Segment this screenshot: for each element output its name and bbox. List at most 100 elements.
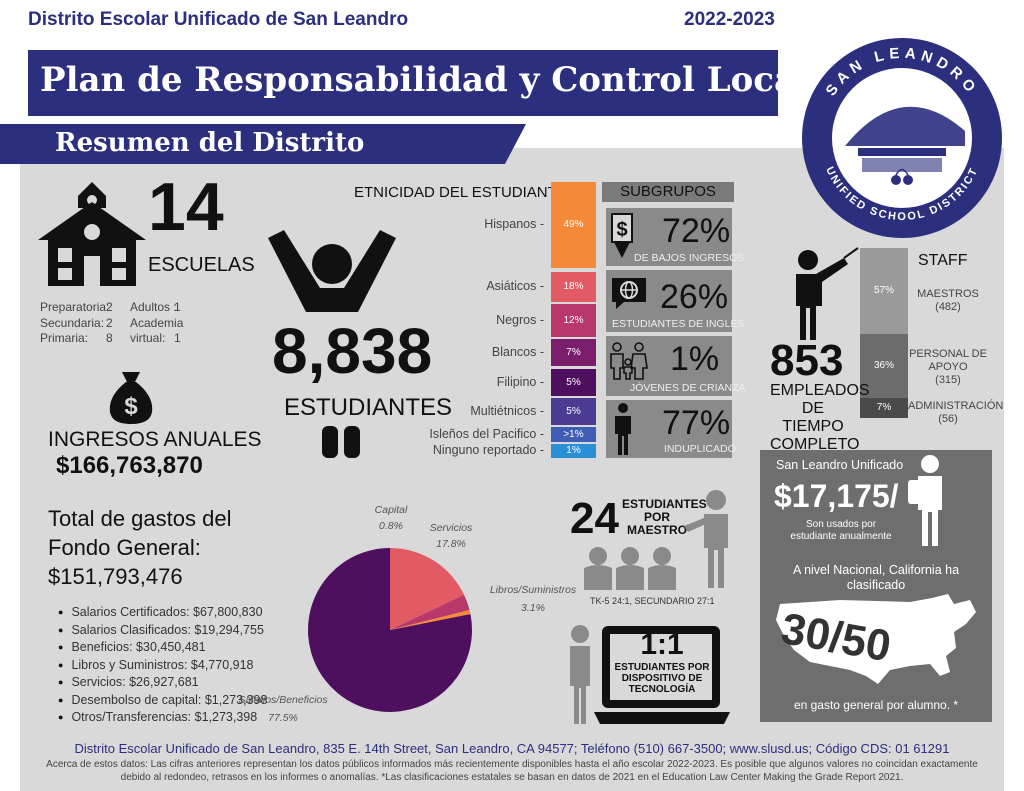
subgroup-label: ESTUDIANTES DE INGLÉS xyxy=(612,318,745,330)
ratio-number: 24 xyxy=(570,494,619,543)
pie-category: Servicios xyxy=(429,522,473,534)
list-item: Beneficios: $30,450,481 xyxy=(58,640,267,658)
revenue-label: INGRESOS ANUALES xyxy=(48,428,262,451)
school-row-count: 1 xyxy=(174,331,181,345)
staff-count: 853 xyxy=(770,336,844,385)
ethnicity-label: Ninguno reportado - xyxy=(432,443,544,457)
svg-text:$: $ xyxy=(616,219,627,241)
svg-text:$: $ xyxy=(124,393,138,420)
classroom-icon xyxy=(584,490,728,590)
subgroup-pct: 1% xyxy=(670,340,720,378)
list-item: Libros y Suministros: $4,770,918 xyxy=(58,658,267,676)
pie-label-services: Servicios 17.8% xyxy=(424,522,478,550)
staff-group-name: PERSONAL DE APOYO xyxy=(909,348,987,373)
staff-bar: 36% xyxy=(860,334,908,398)
ethnicity-bar: >1% xyxy=(551,427,596,442)
subgroup-pct: 77% xyxy=(662,404,731,442)
device-ratio: 1:1 xyxy=(640,628,684,661)
expenditures-title-line: Total de gastos del xyxy=(48,506,232,531)
pie-value: 17.8% xyxy=(436,538,466,550)
ethnicity-label: Isleños del Pacifico - xyxy=(429,426,544,441)
title-bar xyxy=(28,50,778,116)
school-row-count: 2 xyxy=(106,300,113,314)
ratio-note: TK-5 24:1, SECUNDARIO 27:1 xyxy=(590,596,715,606)
spending-value: $17,175/ xyxy=(774,478,899,514)
teacher-pointing-icon xyxy=(796,247,859,340)
pie-value: 77.5% xyxy=(268,712,298,724)
ratio-label: ESTUDIANTES POR MAESTRO xyxy=(622,497,707,537)
school-row-name: Academia xyxy=(130,316,184,330)
ethnicity-bar: 49% xyxy=(551,182,596,268)
money-bag-icon: $ xyxy=(109,372,153,424)
staff-bar: 57% xyxy=(860,248,908,334)
staff-group-name: MAESTROS xyxy=(917,288,979,300)
footer-disclaimer: Acerca de estos datos: Las cifras anteri… xyxy=(46,759,978,783)
ethnicity-bar: 18% xyxy=(551,272,596,302)
expenditures-title-line: Fondo General: xyxy=(48,535,201,560)
staff-label: PERSONAL DE APOYO (315) xyxy=(908,348,988,387)
list-item: Salarios Certificados: $67,800,830 xyxy=(58,605,267,623)
ethnicity-label: Multiétnicos - xyxy=(470,403,544,418)
section-title: Resumen del Distrito xyxy=(55,128,365,158)
school-row-count: 8 xyxy=(106,331,113,345)
subgroup-pct: 72% xyxy=(662,212,731,250)
footer-contact: Distrito Escolar Unificado de San Leandr… xyxy=(74,741,950,756)
schools-count: 14 xyxy=(148,169,224,245)
subgroup-label: JÓVENES DE CRIANZA xyxy=(630,382,746,394)
pie-value: 0.8% xyxy=(379,520,403,532)
school-row-name: virtual: xyxy=(130,331,166,345)
ethnicity-label: Filipino - xyxy=(496,374,544,389)
spending-title: San Leandro Unificado xyxy=(776,458,904,472)
subgroup-label: INDUPLICADO xyxy=(664,443,736,455)
staff-group-count: (315) xyxy=(935,374,961,386)
subgroup-foster-youth xyxy=(606,336,732,396)
laptop-student-icon xyxy=(570,625,730,724)
expenditures-total: $151,793,476 xyxy=(48,564,183,589)
ethnicity-label: Blancos - xyxy=(491,344,544,359)
ranking-desc: en gasto general por alumno. * xyxy=(793,698,959,712)
ethnicity-label: Hispanos - xyxy=(484,217,544,231)
ethnicity-bar: 7% xyxy=(551,339,596,366)
revenue-value: $166,763,870 xyxy=(56,452,203,479)
student-cheering-icon xyxy=(268,230,396,458)
subgroup-pct: 26% xyxy=(660,278,729,316)
low-income-icon: $ xyxy=(611,213,633,258)
school-year: 2022-2023 xyxy=(684,9,775,30)
students-label: ESTUDIANTES xyxy=(284,394,453,421)
school-row-name: Adultos : xyxy=(130,300,177,314)
pie-category: Capital xyxy=(374,504,408,516)
ethnicity-bar: 12% xyxy=(551,304,596,337)
list-item: Desembolso de capital: $1,273,398 xyxy=(58,693,267,711)
staff-label: MAESTROS (482) xyxy=(908,288,988,314)
staff-label: EMPLEADOS DE TIEMPO COMPLETO xyxy=(770,382,870,453)
expenditures-title: Total de gastos del Fondo General: $151,… xyxy=(48,504,231,591)
ethnicity-bar: 5% xyxy=(551,398,596,425)
students-count: 8,838 xyxy=(272,315,433,387)
pie-label-capital: Capital 0.8% xyxy=(366,504,416,532)
spending-panel xyxy=(760,450,992,552)
school-row-name: Primaria: xyxy=(40,331,89,345)
expenditures-list: Salarios Certificados: $67,800,830 Salar… xyxy=(58,605,267,728)
schools-label: ESCUELAS xyxy=(148,254,255,276)
spending-desc: Son usados por estudiante anualmente xyxy=(790,519,892,542)
person-icon xyxy=(615,403,631,455)
pie-slice xyxy=(390,609,471,630)
pie-slice xyxy=(390,594,470,630)
pie-category: Salarios/Beneficios xyxy=(238,694,328,706)
subtitle-band xyxy=(0,124,526,164)
school-row-name: Secundaria: xyxy=(40,316,105,330)
school-row-count: 1 xyxy=(174,300,181,314)
staff-label: ADMINISTRACIÓN (56) xyxy=(908,400,1003,426)
school-row-count: 2 xyxy=(106,316,113,330)
schoolhouse-icon xyxy=(38,182,146,286)
district-logo: SAN LEANDRO UNIFIED SCHOOL DISTRICT xyxy=(802,38,1002,238)
ethnicity-label: Negros - xyxy=(496,312,544,327)
pie-value: 3.1% xyxy=(521,602,545,614)
staff-bar: 7% xyxy=(860,398,908,418)
usa-map-icon xyxy=(776,594,976,684)
list-item: Otros/Transferencias: $1,273,398 xyxy=(58,710,267,728)
device-label: ESTUDIANTES POR DISPOSITIVO DE TECNOLOGÍ… xyxy=(614,662,710,695)
ethnicity-label: Asiáticos - xyxy=(486,279,544,293)
subgroups-title: SUBGRUPOS xyxy=(602,182,734,202)
pie-slice xyxy=(390,548,465,630)
